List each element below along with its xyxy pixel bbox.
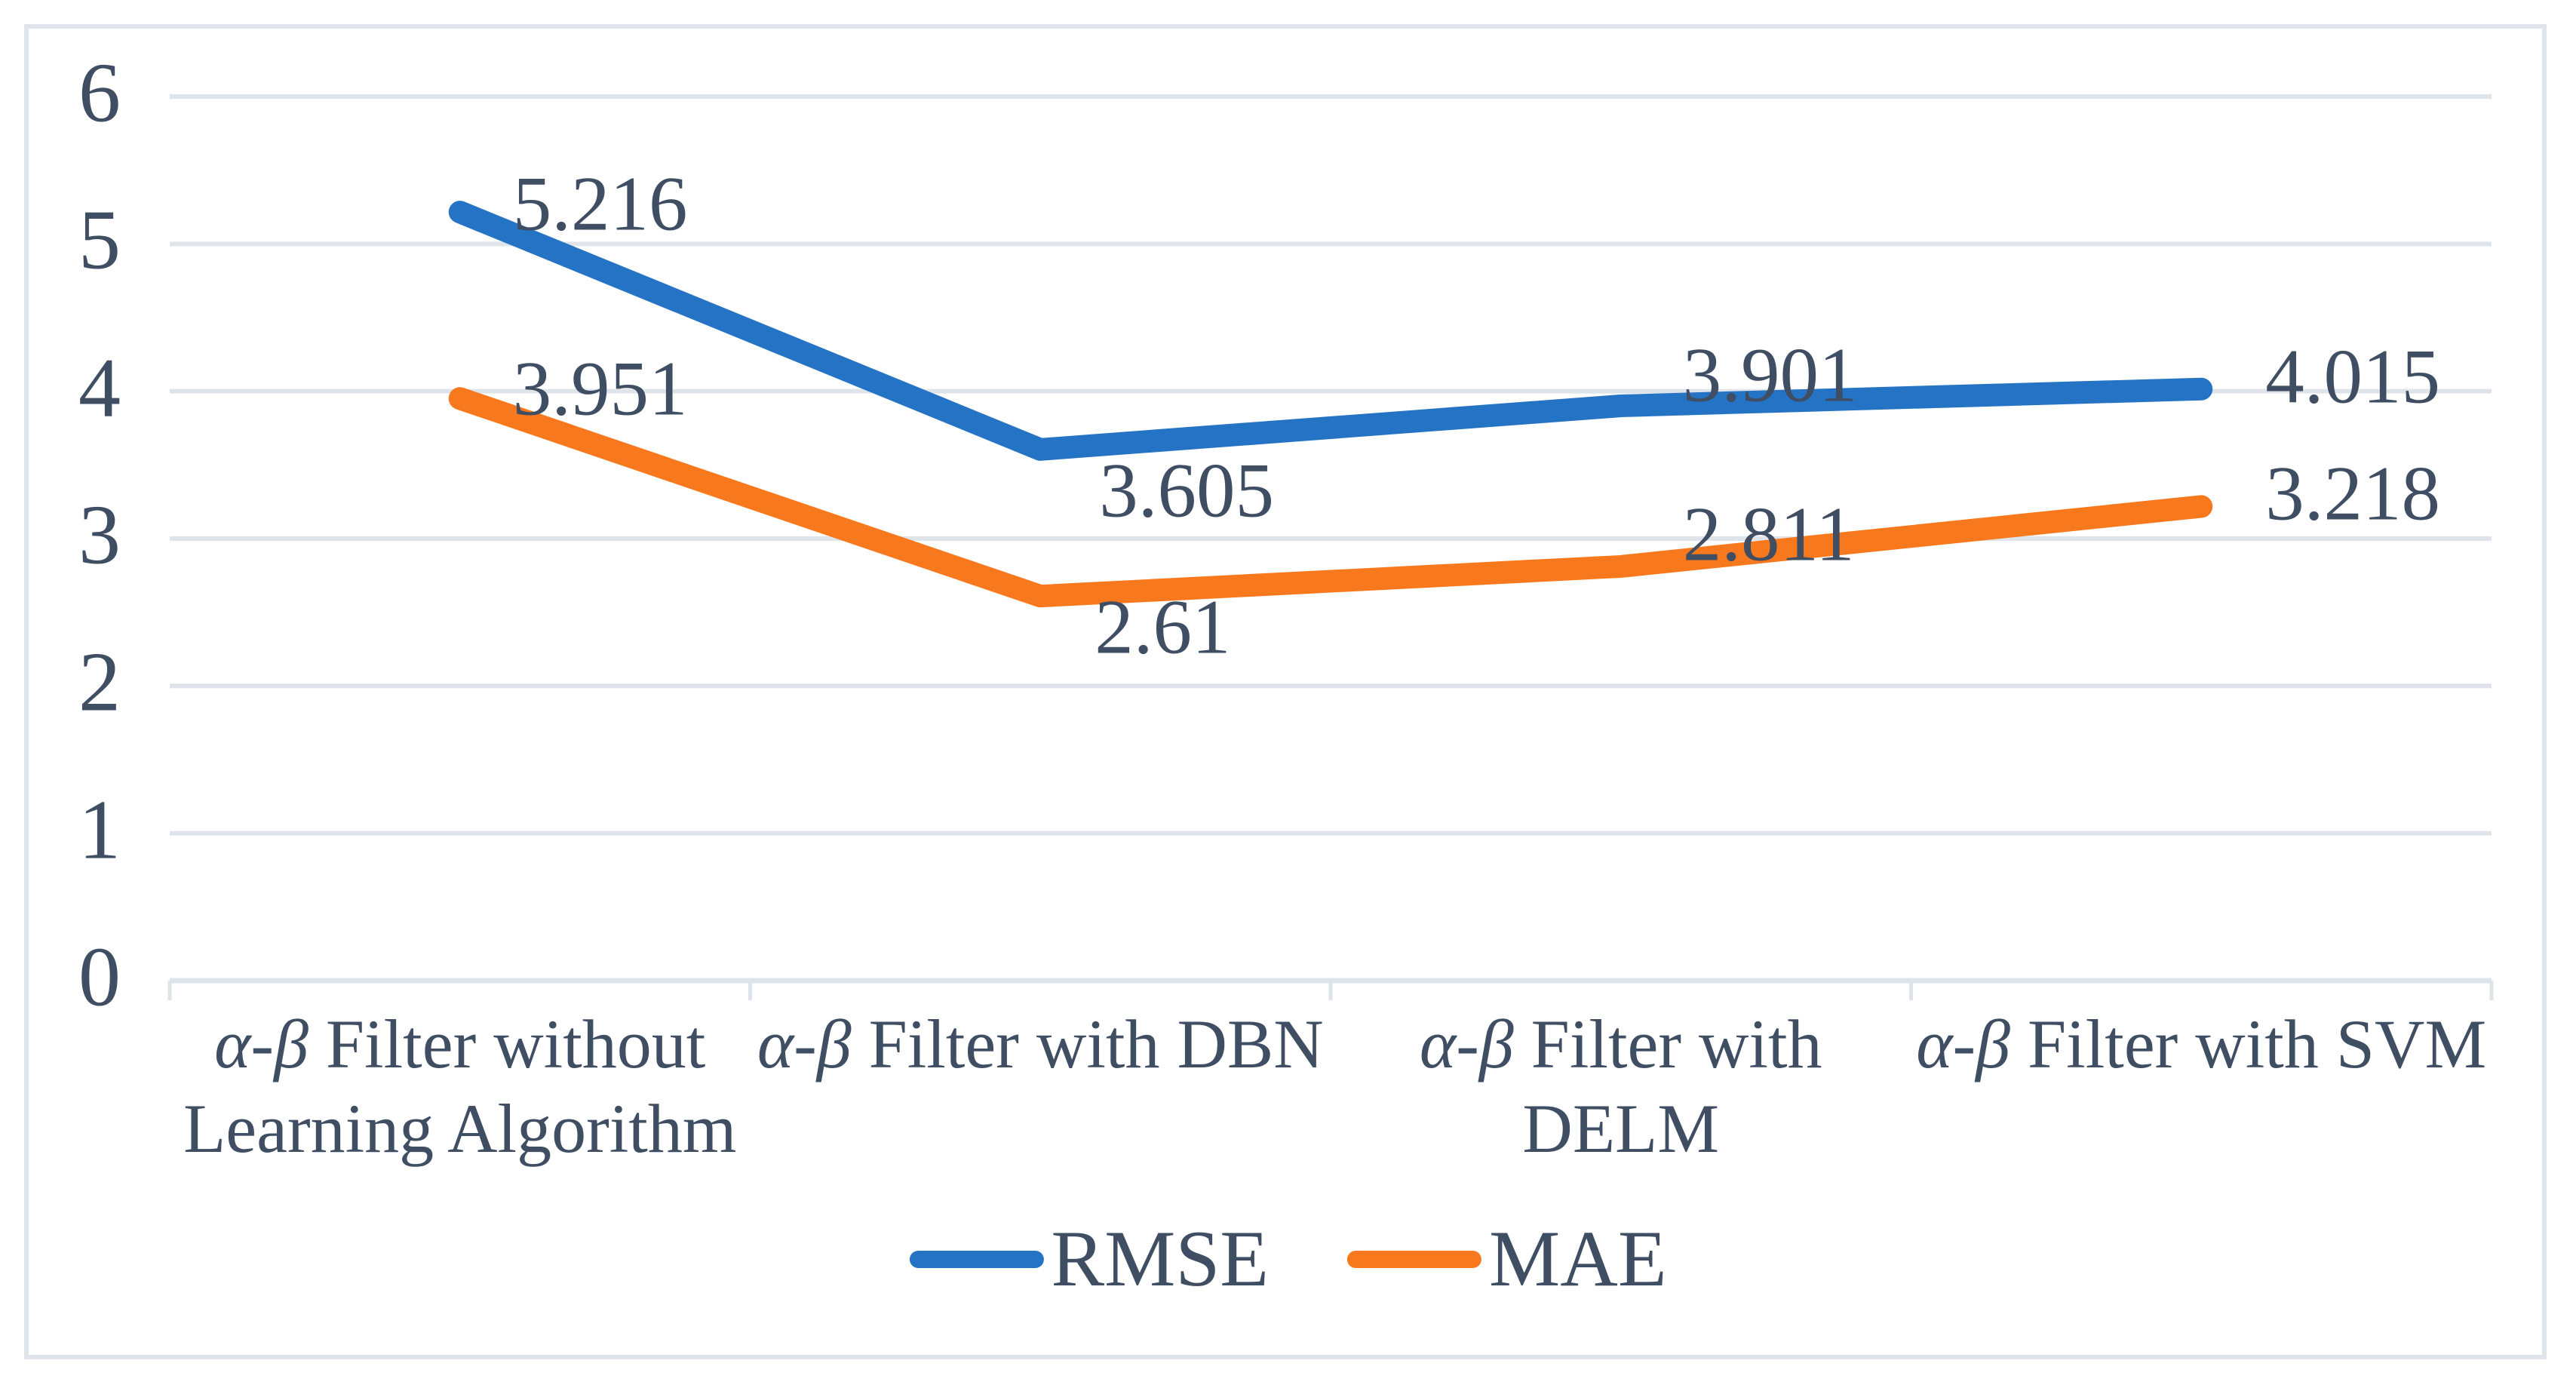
chart-legend: RMSE MAE — [909, 1219, 1667, 1299]
y-tick-label-3: 3 — [78, 488, 121, 582]
x-category-label-1: α-β Filter with DBN — [751, 1002, 1331, 1086]
category-greek-prefix: α-β — [1419, 1006, 1514, 1082]
legend-item-mae: MAE — [1347, 1219, 1667, 1299]
legend-item-rmse: RMSE — [909, 1219, 1269, 1299]
x-category-label-3: α-β Filter with SVM — [1911, 1002, 2492, 1086]
legend-swatch-mae — [1347, 1250, 1482, 1268]
category-label-text: Filter with DBN — [851, 1006, 1324, 1082]
category-label-text: Filter with SVM — [2010, 1006, 2487, 1082]
y-tick-label-1: 1 — [78, 783, 121, 877]
legend-label-mae: MAE — [1489, 1214, 1667, 1303]
series-line-rmse — [448, 201, 2213, 461]
series-line-mae — [448, 387, 2213, 608]
category-label-text: Filter with DELM — [1513, 1006, 1822, 1168]
y-tick-label-4: 4 — [78, 341, 121, 435]
data-label-rmse-2: 3.901 — [1682, 332, 1858, 419]
category-greek-prefix: α-β — [214, 1006, 309, 1082]
legend-swatch-rmse — [909, 1250, 1044, 1268]
category-label-text: Filter without Learning Algorithm — [183, 1006, 737, 1168]
y-tick-label-5: 5 — [78, 193, 121, 287]
y-tick-label-2: 2 — [78, 635, 121, 729]
data-label-mae-1: 2.61 — [1095, 584, 1231, 671]
data-label-mae-0: 3.951 — [512, 345, 688, 432]
data-label-rmse-0: 5.216 — [512, 161, 688, 247]
category-greek-prefix: α-β — [1916, 1006, 2010, 1082]
x-category-label-0: α-β Filter without Learning Algorithm — [170, 1002, 751, 1171]
data-label-mae-2: 2.811 — [1682, 491, 1855, 578]
chart-border-frame — [24, 24, 2547, 1359]
y-tick-label-0: 0 — [78, 930, 121, 1024]
category-greek-prefix: α-β — [757, 1006, 852, 1082]
y-tick-label-6: 6 — [78, 46, 121, 140]
data-label-rmse-3: 4.015 — [2265, 333, 2440, 420]
x-category-label-2: α-β Filter with DELM — [1331, 1002, 1911, 1171]
data-label-mae-3: 3.218 — [2265, 450, 2440, 537]
legend-label-rmse: RMSE — [1051, 1214, 1270, 1303]
data-label-rmse-1: 3.605 — [1099, 447, 1274, 534]
